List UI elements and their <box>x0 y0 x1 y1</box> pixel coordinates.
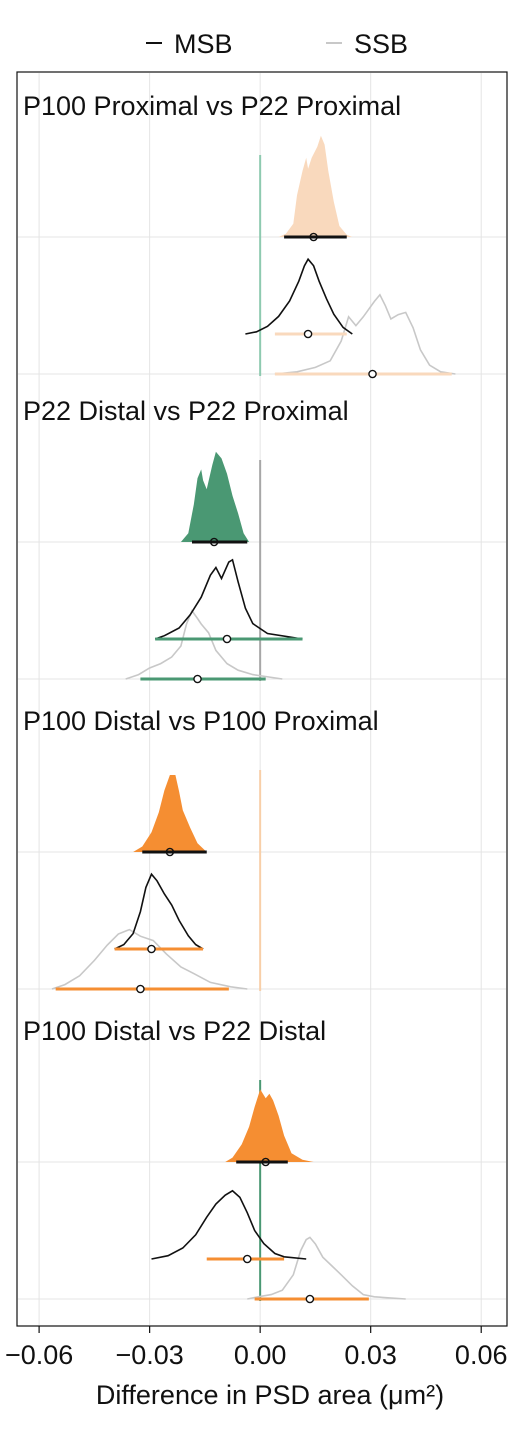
msb-density <box>245 257 353 335</box>
ssb-density <box>247 1236 406 1300</box>
pooled-density <box>278 135 353 237</box>
ssb-density <box>274 293 456 375</box>
msb-density <box>154 558 303 640</box>
panel-4: P100 Distal vs P22 Distal <box>18 1016 506 1304</box>
ssb-median-point <box>368 369 377 379</box>
plot-panel <box>16 71 508 1327</box>
legend-label-msb: MSB <box>174 29 233 59</box>
panel-3: P100 Distal vs P100 Proximal <box>18 706 506 994</box>
x-tick-label: −0.06 <box>5 1340 73 1370</box>
panel-title: P100 Proximal vs P22 Proximal <box>23 91 401 121</box>
ssb-median-point <box>136 984 145 994</box>
panel-2: P22 Distal vs P22 Proximal <box>18 396 506 684</box>
x-axis-label: Difference in PSD area (μm²) <box>96 1380 444 1410</box>
pooled-median-point <box>165 847 175 857</box>
pooled-density <box>225 1089 314 1162</box>
ssb-density <box>125 609 283 680</box>
pooled-density <box>133 775 207 852</box>
msb-median-point <box>242 1254 252 1264</box>
msb-density <box>151 1189 307 1260</box>
msb-median-point <box>303 329 313 339</box>
msb-median-point <box>222 634 232 644</box>
panel-title: P22 Distal vs P22 Proximal <box>23 396 349 426</box>
x-tick-label: 0.03 <box>344 1340 397 1370</box>
pooled-median-point <box>309 232 318 242</box>
x-tick-label: −0.03 <box>115 1340 183 1370</box>
legend-label-ssb: SSB <box>354 29 408 59</box>
x-tick-label: 0.06 <box>455 1340 508 1370</box>
panel-title: P100 Distal vs P22 Distal <box>23 1016 326 1046</box>
ssb-median-point <box>193 674 202 684</box>
pooled-median-point <box>209 537 219 547</box>
panel-1: P100 Proximal vs P22 Proximal <box>18 91 506 379</box>
legend: MSB SSB <box>146 29 408 59</box>
pooled-density <box>180 451 250 542</box>
msb-density <box>114 872 204 950</box>
ssb-median-point <box>305 1294 315 1304</box>
panel-title: P100 Distal vs P100 Proximal <box>23 706 379 736</box>
pooled-median-point <box>261 1157 270 1167</box>
panels: P100 Proximal vs P22 Proximal P22 Distal … <box>18 91 506 1304</box>
ssb-density <box>51 928 248 990</box>
x-axis: −0.06 −0.03 0.00 0.03 0.06 <box>5 1326 508 1370</box>
msb-median-point <box>147 944 156 954</box>
x-tick-label: 0.00 <box>234 1340 287 1370</box>
